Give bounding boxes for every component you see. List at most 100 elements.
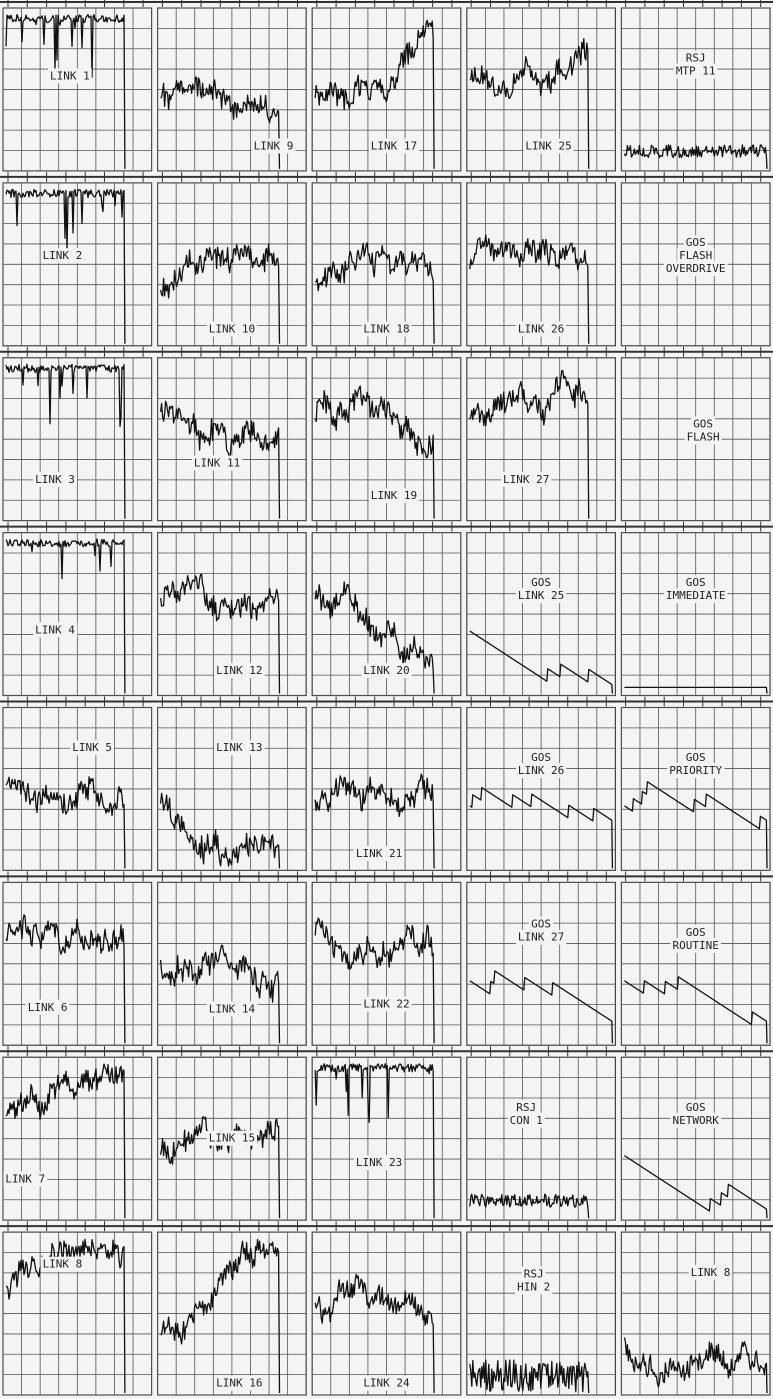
label-background [515,321,567,337]
trace [5,363,126,519]
panel: LINK 1 [2,7,153,172]
panel-label: LINK 22 [363,998,409,1011]
trace [159,573,281,694]
panel-label: LINK 2 [43,249,83,262]
panel: LINK 2 [2,182,153,347]
panel-label: LINK 1 [50,69,90,82]
trace [314,773,435,869]
label-background [529,575,554,591]
panel-label: LINK 25 [525,139,571,152]
label-background [683,924,708,940]
label-background [691,416,716,432]
label-background [521,1266,546,1282]
trace [469,38,590,169]
panel: LINK 24 [311,1231,462,1396]
panel: LINK 16 [157,1231,307,1396]
label-background [251,138,296,154]
label-background [688,1264,733,1280]
panel-label: LINK 20 [363,664,409,677]
panel-label: GOS [686,236,706,249]
panel: LINK 19 [311,357,462,522]
panel: LINK 3 [2,357,153,522]
panel-label: FLASH [679,249,712,262]
panel-label: LINK 27 [503,473,549,486]
trace [623,144,768,169]
panel-label: LINK 7 [5,1172,45,1185]
panel-label: LINK 9 [254,139,294,152]
label-background [683,50,708,66]
label-background [191,455,243,471]
panel: LINK 8 [620,1231,771,1396]
label-background [677,248,715,264]
label-background [501,471,552,487]
label-background [3,1171,48,1187]
trace [5,1063,126,1219]
panel-label: GOS [693,418,713,431]
panel-label: LINK 19 [371,489,417,502]
panel-label: LINK 10 [209,322,255,335]
panel-label: LINK 12 [216,664,262,677]
label-background [683,750,708,766]
label-background [361,996,412,1012]
panel: LINK 5 [2,706,153,871]
panel-label: MTP 11 [676,65,716,78]
label-background [684,429,722,445]
panel: LINK 10 [157,182,307,347]
trace [624,1155,768,1219]
trace [314,1273,435,1394]
panel-label: RSJ [524,1267,544,1280]
trace [314,581,435,694]
trace [5,914,126,1044]
panel-label: LINK 25 [518,589,564,602]
trace [469,786,614,869]
panel: LINK 14 [157,881,307,1046]
panel: LINK 12 [157,532,307,697]
panel: LINK 15 [157,1056,307,1221]
label-background [670,1112,722,1128]
panel-label: LINK 11 [194,457,240,470]
panel-label: GOS [686,576,706,589]
panel: LINK 22 [311,881,462,1046]
panel-label: LINK 18 [363,322,409,335]
label-background [214,740,265,756]
panel-label: RSJ [686,52,706,65]
label-background [25,999,70,1015]
panel-label: GOS [531,576,551,589]
label-background [515,588,567,604]
label-background [33,622,78,638]
panel: LINK 9 [157,7,307,172]
label-background [206,321,258,337]
trace [469,630,614,694]
panel-label: LINK 26 [518,764,564,777]
label-background [206,1130,258,1146]
panel-label: GOS [686,751,706,764]
panel-label: CON 1 [510,1114,543,1127]
label-background [673,63,718,79]
panel-label: FLASH [687,431,720,444]
trace [314,242,435,344]
label-background [70,740,115,756]
label-background [683,1099,708,1115]
label-background [663,261,728,277]
trace [160,76,281,169]
trace [624,976,768,1044]
label-background [33,471,77,487]
label-background [683,235,708,251]
label-background [361,663,412,679]
panel-label: GOS [531,918,551,931]
label-background [353,846,405,862]
label-background [507,1112,545,1128]
label-background [40,1256,85,1272]
panel-label: LINK 8 [43,1258,83,1271]
trace [160,1238,281,1394]
trace [469,1193,590,1219]
panel: LINK 11 [157,357,307,522]
label-background [514,1099,539,1115]
panel-label: ROUTINE [673,939,719,952]
